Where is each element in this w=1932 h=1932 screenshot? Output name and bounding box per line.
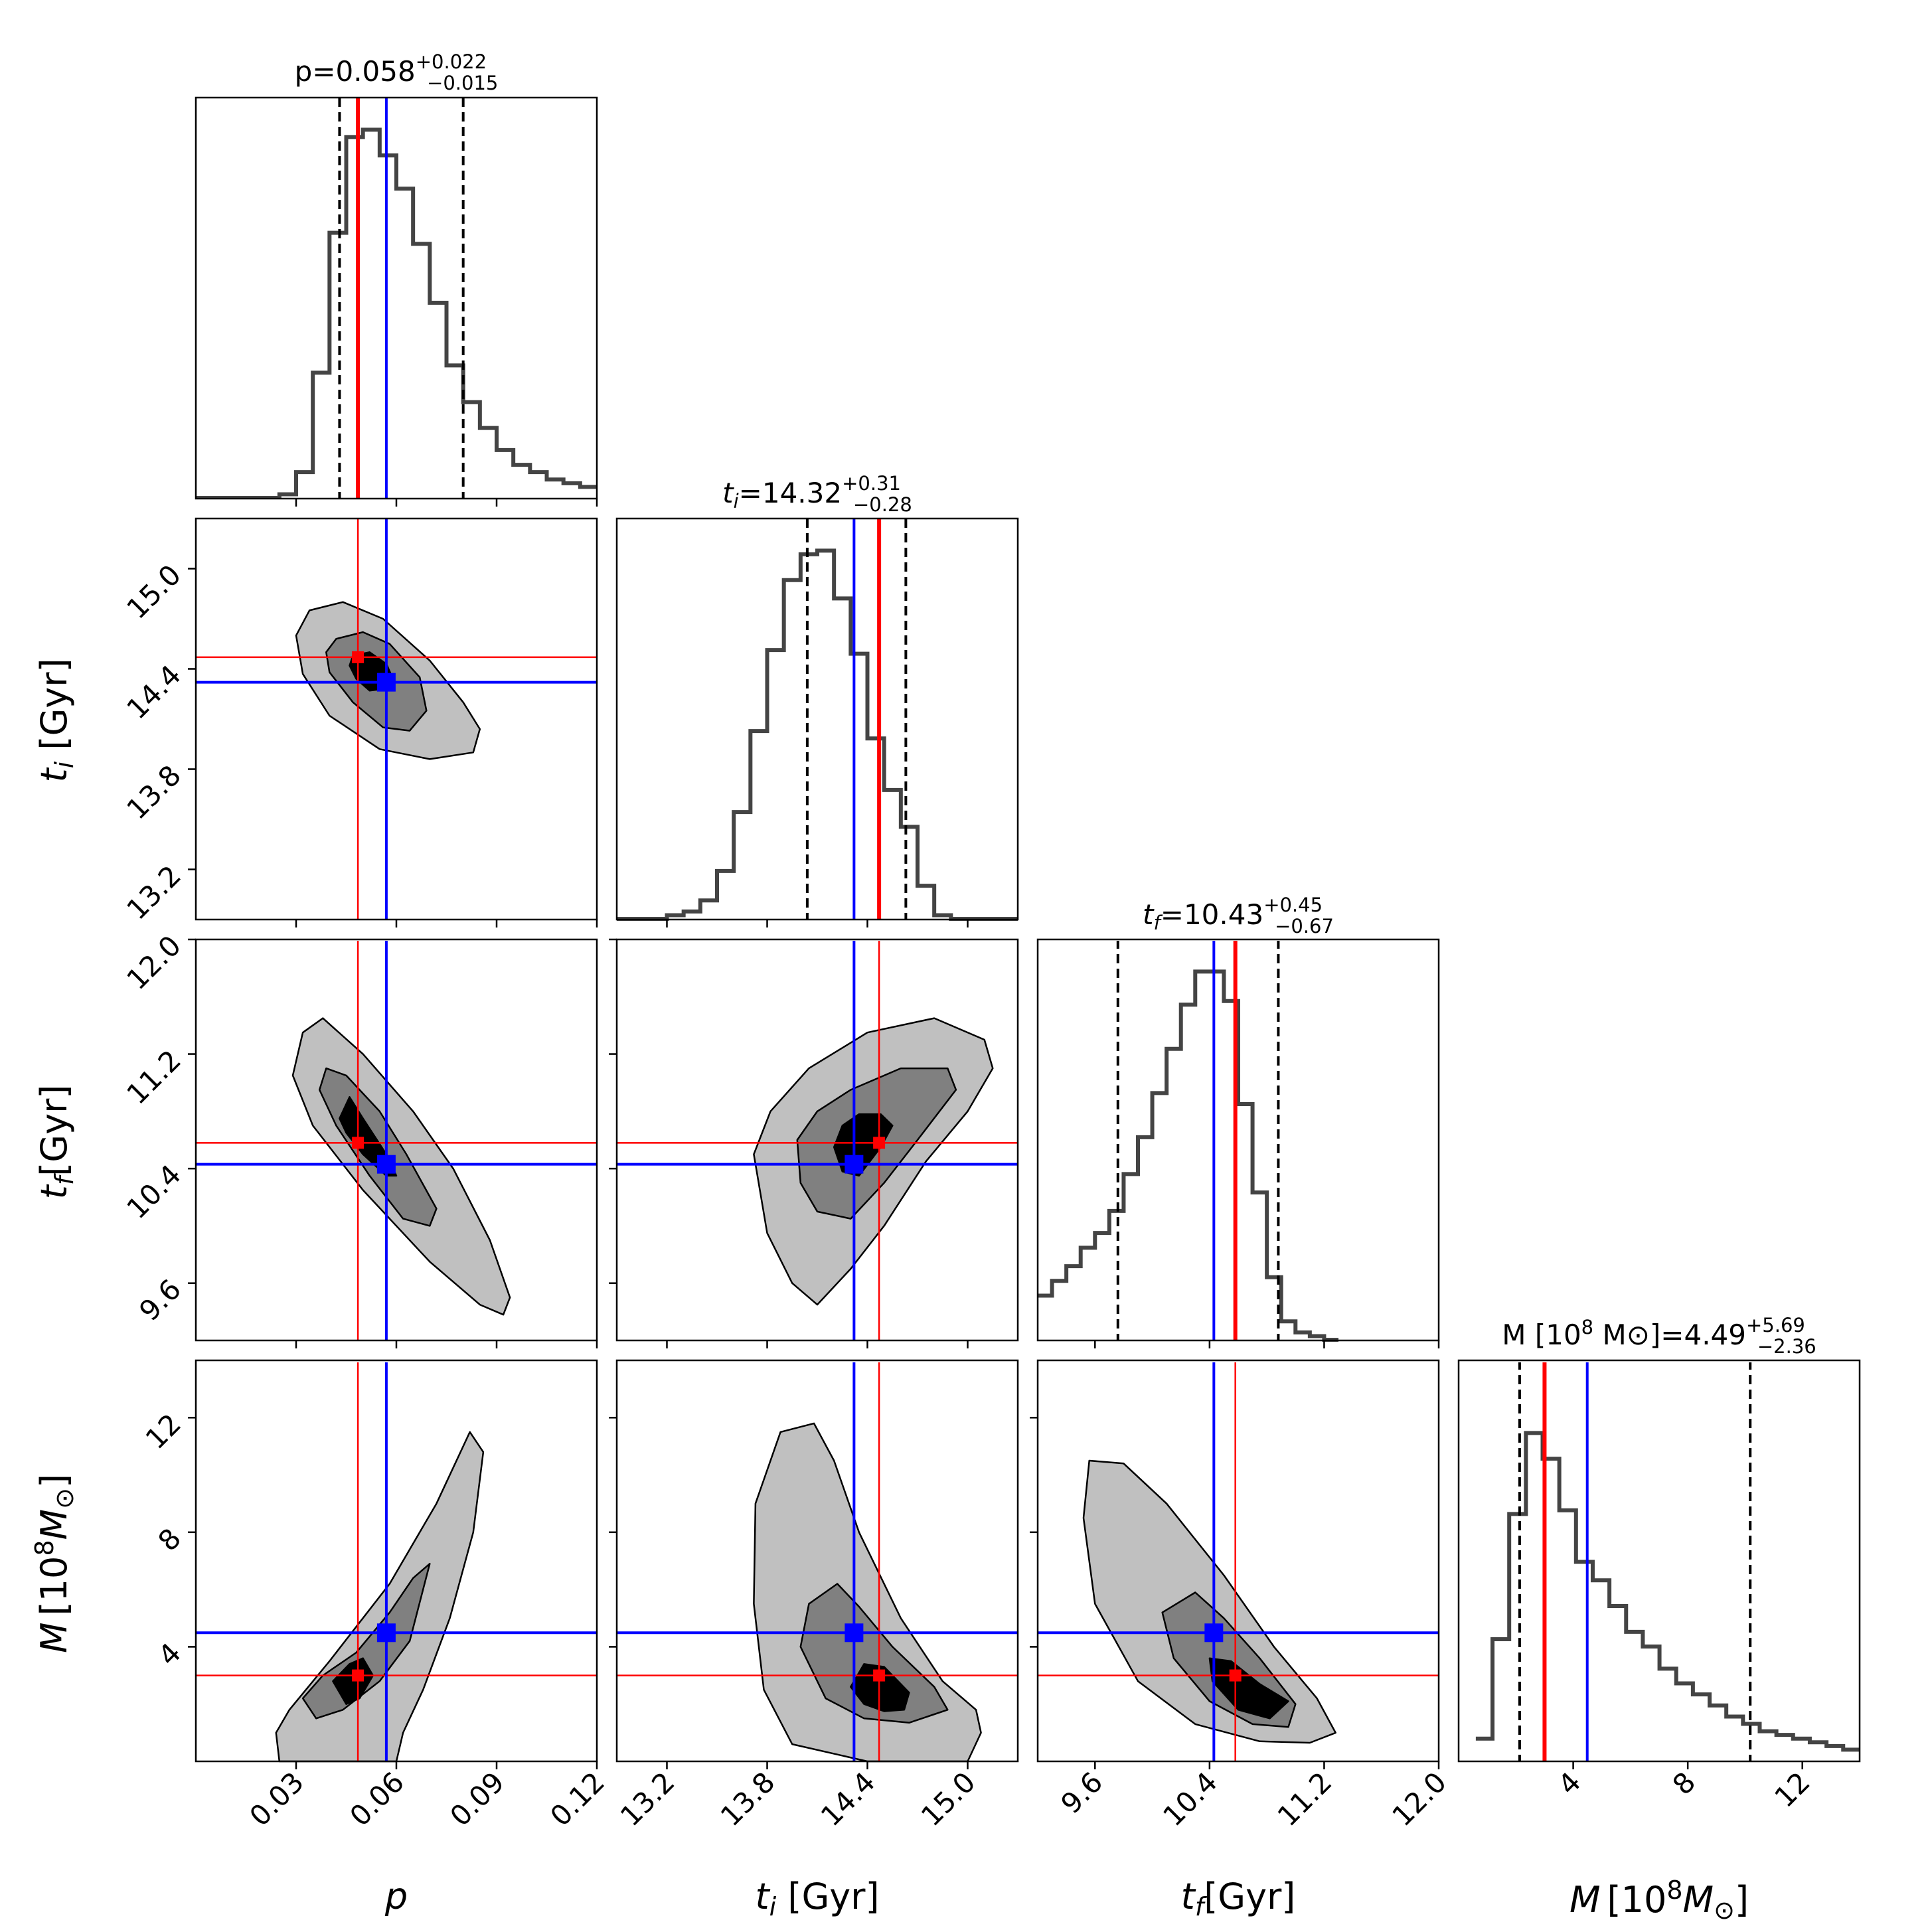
histogram-M: [1475, 1431, 1860, 1752]
xlabel-p: p: [384, 1876, 408, 1917]
truth-marker-red: [352, 1137, 364, 1149]
ylabel-ti: ti [Gyr]: [33, 658, 79, 782]
xlabel-ti: ti [Gyr]: [755, 1876, 879, 1921]
truth-marker-blue: [1204, 1623, 1224, 1643]
contour-level-1: [275, 1431, 485, 1763]
xtick-label-p-0: 0.03: [243, 1765, 310, 1832]
truth-marker-blue: [376, 673, 396, 692]
truth-marker-blue: [845, 1623, 864, 1643]
xlabel-M: M [108M⊙]: [1570, 1876, 1749, 1925]
title-tf: tf=10.43+0.45 −0.67: [1143, 894, 1334, 937]
xtick-label-tf-1: 10.4: [1157, 1765, 1224, 1832]
panel-p-vs-M: [196, 1362, 597, 1763]
ytick-label-ti-1: 13.8: [120, 759, 187, 826]
xtick-label-M-0: 4: [1552, 1765, 1587, 1801]
panel-hist-p: [196, 98, 597, 499]
panel-ti-vs-tf: [617, 941, 1018, 1340]
contour-level-2: [799, 1583, 949, 1724]
ytick-label-M-1: 8: [152, 1522, 188, 1558]
ytick-label-tf-3: 12.0: [120, 929, 187, 996]
title-M: M [108 M⊙]=4.49+5.69 −2.36: [1502, 1314, 1816, 1358]
xtick-label-M-2: 12: [1768, 1765, 1816, 1813]
contour-level-1: [1082, 1459, 1336, 1744]
xtick-label-p-2: 0.09: [443, 1765, 511, 1832]
ytick-label-ti-0: 13.2: [120, 859, 187, 926]
histogram-tf: [1038, 969, 1338, 1342]
panel-tf-vs-M: [1038, 1362, 1439, 1761]
ytick-label-tf-2: 11.2: [120, 1044, 187, 1111]
ylabel-tf: tf[Gyr]: [33, 1085, 79, 1200]
ylabel-M: M[108M⊙]: [30, 1474, 79, 1653]
ytick-label-tf-1: 10.4: [120, 1159, 187, 1226]
frame-ti: [615, 517, 1019, 921]
xtick-label-ti-3: 15.0: [915, 1765, 982, 1832]
histogram-ti: [617, 548, 1018, 921]
truth-marker-blue: [376, 1155, 396, 1174]
ytick-label-M-0: 4: [152, 1637, 188, 1672]
xtick-label-tf-0: 9.6: [1054, 1765, 1109, 1820]
panel-hist-ti: [617, 519, 1018, 921]
xtick-label-M-1: 8: [1666, 1765, 1702, 1801]
truth-marker-red: [1229, 1669, 1242, 1682]
histogram-p: [196, 127, 597, 499]
xtick-label-ti-1: 13.8: [714, 1765, 781, 1832]
frame-M: [1457, 1359, 1861, 1763]
ytick-label-ti-2: 14.4: [120, 659, 187, 726]
xtick-label-tf-2: 11.2: [1271, 1765, 1338, 1832]
xtick-label-ti-0: 13.2: [614, 1765, 681, 1832]
frame-ti-vs-M: [615, 1359, 1019, 1763]
xtick-label-p-3: 0.12: [544, 1765, 611, 1832]
frame-tf-vs-M: [1036, 1359, 1440, 1763]
ytick-label-tf-0: 9.6: [133, 1273, 187, 1327]
xtick-label-p-1: 0.06: [343, 1765, 410, 1832]
truth-marker-red: [873, 1137, 886, 1149]
panel-p-vs-tf: [196, 941, 597, 1340]
truth-marker-red: [352, 1669, 364, 1682]
frame-ti-vs-tf: [615, 938, 1019, 1342]
panel-p-vs-ti: [196, 519, 597, 920]
ytick-label-ti-3: 15.0: [120, 558, 187, 625]
frame-tf: [1036, 938, 1440, 1342]
truth-marker-blue: [376, 1623, 396, 1643]
panel-hist-tf: [1038, 941, 1338, 1342]
panel-hist-M: [1475, 1362, 1860, 1761]
truth-marker-blue: [845, 1155, 864, 1174]
xlabel-tf: tf[Gyr]: [1181, 1876, 1296, 1921]
ytick-label-M-2: 12: [139, 1408, 187, 1455]
truth-marker-red: [352, 651, 364, 663]
title-ti: ti=14.32+0.31 −0.28: [722, 472, 912, 516]
xtick-label-ti-2: 14.4: [815, 1765, 882, 1832]
xtick-label-tf-3: 12.0: [1386, 1765, 1453, 1832]
truth-marker-red: [873, 1669, 886, 1682]
title-p: p=0.058+0.022 −0.015: [295, 50, 499, 94]
panel-ti-vs-M: [617, 1362, 1018, 1763]
